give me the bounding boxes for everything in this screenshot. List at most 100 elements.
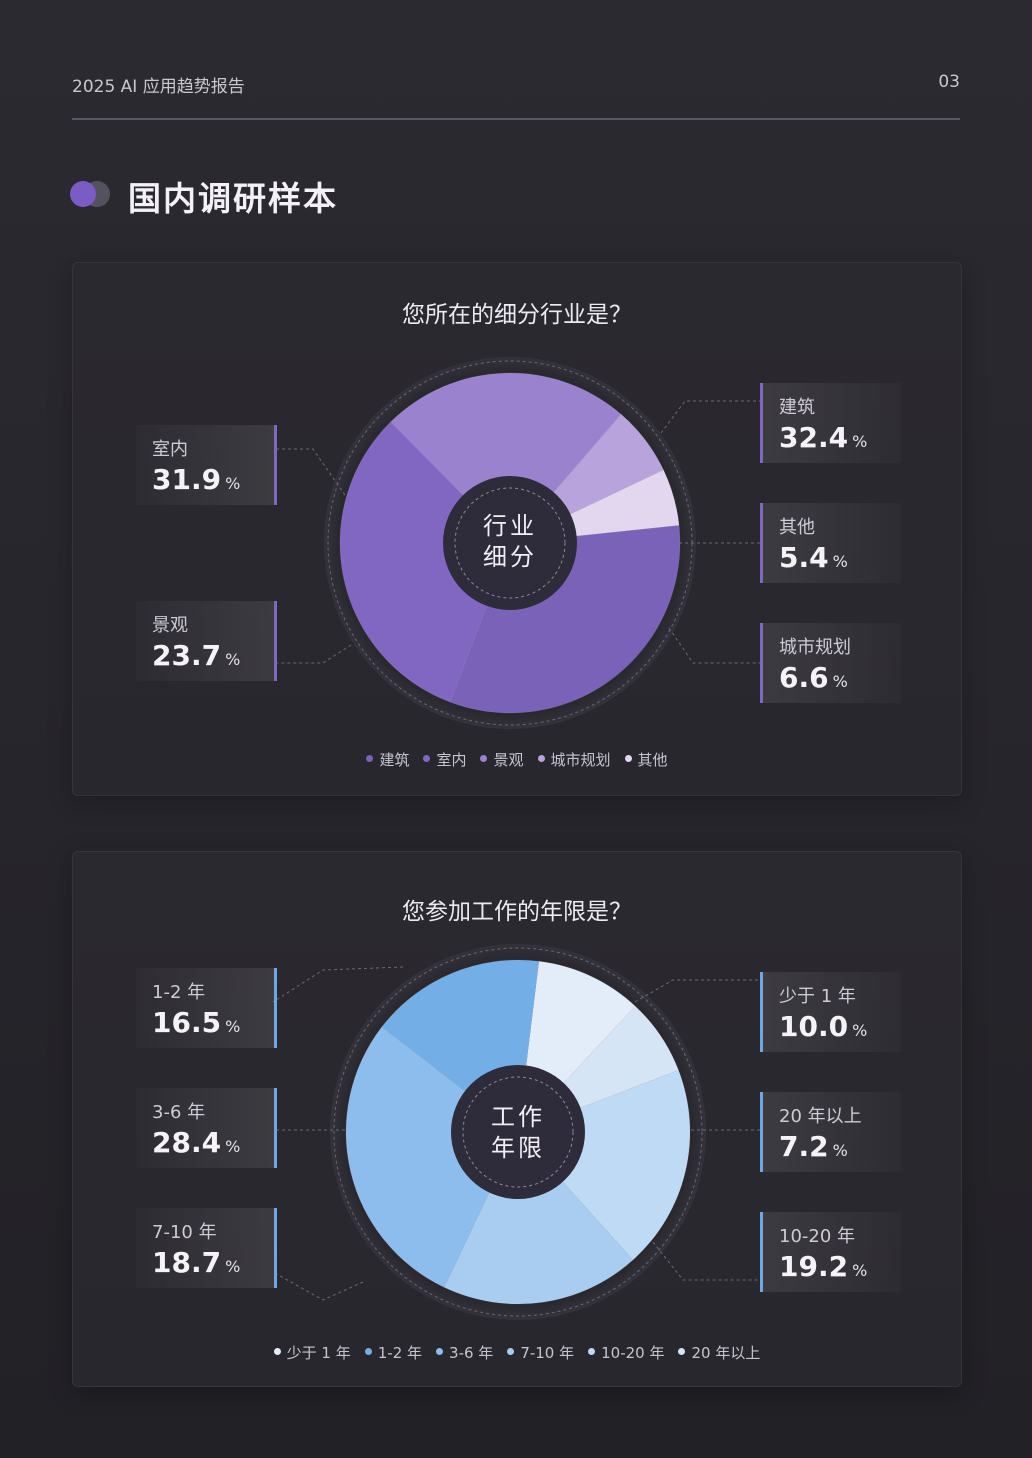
label-name: 20 年以上 <box>779 1106 862 1127</box>
legend-label: 7-10 年 <box>520 1344 575 1362</box>
label-name: 3-6 年 <box>152 1102 206 1123</box>
label-value: 18.7 <box>152 1246 222 1279</box>
legend-label: 1-2 年 <box>377 1344 423 1362</box>
label-name: 城市规划 <box>779 637 851 658</box>
pie-center-hole <box>451 1065 585 1199</box>
page-header: 2025 AI 应用趋势报告 03 <box>72 70 960 120</box>
label-value: 7.2 <box>779 1130 829 1163</box>
industry-label-qita: 其他 5.4% <box>760 503 901 583</box>
years-label-lt1: 少于 1 年 10.0% <box>760 972 901 1052</box>
label-unit: % <box>225 1017 241 1036</box>
label-value: 28.4 <box>152 1126 222 1159</box>
label-unit: % <box>832 1141 848 1160</box>
years-label-3-6: 3-6 年 28.4% <box>136 1088 277 1168</box>
pie-slice-1 <box>339 421 511 703</box>
years-center-line2: 年限 <box>491 1134 545 1162</box>
industry-center-label: 行业 细分 <box>450 511 570 573</box>
legend-item: 景观 <box>480 749 524 770</box>
label-value: 32.4 <box>779 421 849 454</box>
industry-label-jianzhu: 建筑 32.4% <box>760 383 901 463</box>
section-title: 国内调研样本 <box>128 179 338 218</box>
legend-dot-icon <box>480 755 488 762</box>
report-title: 2025 AI 应用趋势报告 <box>72 77 245 97</box>
legend-item: 室内 <box>423 749 466 770</box>
label-connector-line <box>272 1271 364 1301</box>
label-name: 10-20 年 <box>779 1226 856 1247</box>
legend-dot-icon <box>588 1348 596 1355</box>
pie-center-hole <box>443 476 577 610</box>
pie-slice-2 <box>390 372 622 544</box>
section-dots-icon <box>70 181 114 207</box>
label-connector-line <box>668 627 760 664</box>
industry-chart-card: 您所在的细分行业是？ 行业 细分 建筑 32.4% 其他 5.4% 城市规划 6… <box>72 262 962 796</box>
label-value: 5.4 <box>779 541 829 574</box>
label-value: 19.2 <box>779 1250 849 1283</box>
label-name: 室内 <box>152 439 188 460</box>
pie-dashed-ring <box>333 947 703 1317</box>
industry-legend: 建筑 室内 景观 城市规划 其他 <box>73 749 961 770</box>
years-question: 您参加工作的年限是？ <box>402 899 632 925</box>
legend-item: 7-10 年 <box>507 1342 574 1363</box>
pie-slice-3 <box>443 1131 634 1305</box>
years-pie-chart <box>272 944 760 1320</box>
legend-item: 1-2 年 <box>364 1342 423 1363</box>
label-unit: % <box>852 1021 868 1040</box>
pie-center-dashed-ring <box>454 487 566 599</box>
label-name: 建筑 <box>779 397 815 418</box>
legend-label: 3-6 年 <box>449 1344 494 1362</box>
label-value: 16.5 <box>152 1006 222 1039</box>
label-value: 23.7 <box>152 639 222 672</box>
legend-item: 少于 1 年 <box>273 1342 351 1363</box>
legend-dot-icon <box>273 1348 281 1355</box>
legend-label: 20 年以上 <box>691 1344 761 1362</box>
years-label-10-20: 10-20 年 19.2% <box>760 1212 901 1292</box>
label-connector-line <box>652 1241 760 1281</box>
label-connector-line <box>273 448 346 496</box>
industry-label-jingguan: 景观 23.7% <box>136 601 277 681</box>
years-label-1-2: 1-2 年 16.5% <box>136 968 277 1048</box>
pie-slice-2 <box>345 1026 519 1289</box>
legend-label: 城市规划 <box>550 751 611 769</box>
legend-item: 其他 <box>624 749 668 770</box>
page-number: 03 <box>938 72 960 92</box>
legend-dot-icon <box>678 1348 686 1355</box>
label-unit: % <box>852 432 868 451</box>
legend-dot-icon <box>423 755 431 762</box>
label-connector-line <box>272 966 404 1003</box>
legend-item: 城市规划 <box>537 749 611 770</box>
legend-label: 建筑 <box>379 751 410 769</box>
industry-pie-chart <box>273 357 760 729</box>
legend-dot-icon <box>366 755 374 762</box>
years-center-label: 工作 年限 <box>458 1102 578 1164</box>
legend-label: 10-20 年 <box>601 1344 665 1362</box>
years-chart-card: 您参加工作的年限是？ 工作 年限 少于 1 年 10.0% 20 年以上 7.2… <box>72 851 962 1387</box>
years-center-line1: 工作 <box>491 1103 545 1131</box>
legend-item: 10-20 年 <box>588 1342 664 1363</box>
legend-item: 3-6 年 <box>436 1342 493 1363</box>
legend-dot-icon <box>364 1348 372 1355</box>
label-value: 10.0 <box>779 1010 849 1043</box>
label-unit: % <box>832 672 848 691</box>
label-name: 景观 <box>152 615 188 636</box>
label-name: 7-10 年 <box>152 1222 217 1243</box>
legend-dot-icon <box>436 1348 444 1355</box>
legend-item: 建筑 <box>366 749 409 770</box>
industry-question: 您所在的细分行业是？ <box>402 302 632 328</box>
industry-label-chengshi: 城市规划 6.6% <box>760 623 901 703</box>
legend-dot-icon <box>537 755 545 762</box>
industry-center-line1: 行业 <box>483 512 537 540</box>
label-unit: % <box>852 1261 868 1280</box>
label-unit: % <box>832 552 848 571</box>
label-unit: % <box>225 650 241 669</box>
industry-label-shinei: 室内 31.9% <box>136 425 277 505</box>
legend-dot-icon <box>507 1348 515 1355</box>
label-connector-line <box>660 400 760 434</box>
legend-dot-icon <box>624 755 632 762</box>
pie-center-dashed-ring <box>462 1076 574 1188</box>
legend-label: 景观 <box>493 751 524 769</box>
label-unit: % <box>225 1257 241 1276</box>
label-connector-line <box>273 644 352 664</box>
label-name: 少于 1 年 <box>779 986 856 1007</box>
years-label-gt20: 20 年以上 7.2% <box>760 1092 901 1172</box>
legend-label: 其他 <box>637 751 668 769</box>
